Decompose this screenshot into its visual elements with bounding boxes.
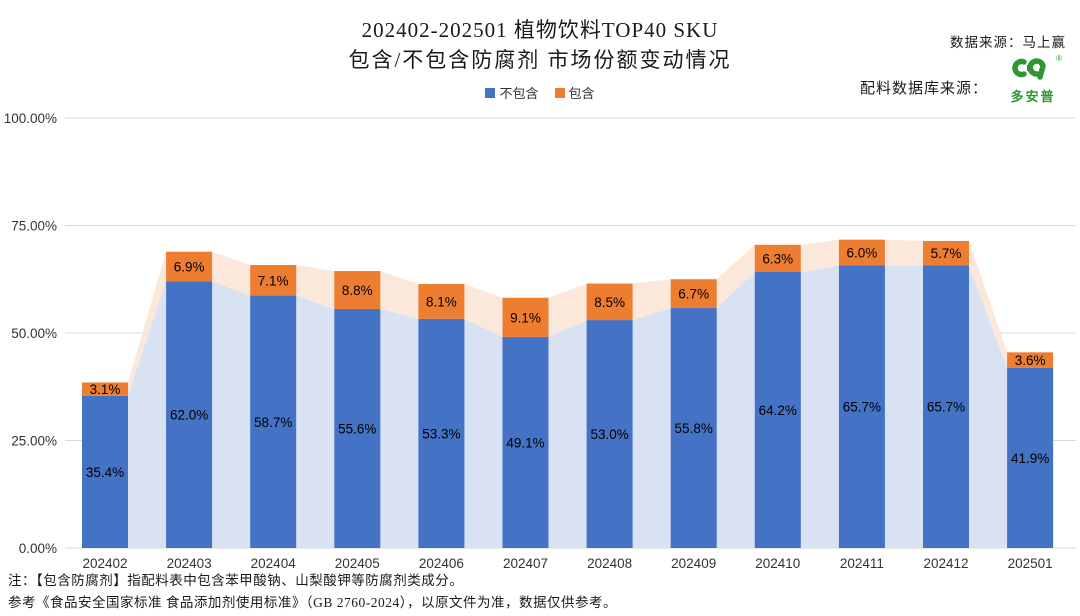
data-label-preservative: 6.3% xyxy=(762,251,793,266)
data-label-preservative: 7.1% xyxy=(258,273,289,288)
duoanpu-logo: ® 多安普 xyxy=(998,54,1068,105)
x-axis-tick-label: 202407 xyxy=(503,556,548,571)
legend-swatch-orange xyxy=(554,87,565,98)
bar-segment-preservative xyxy=(838,239,885,266)
ingredient-db-source-label: 配料数据库来源： xyxy=(859,81,988,97)
legend-item-no-preservative: 不包含 xyxy=(485,83,539,102)
bar-segment-preservative xyxy=(418,283,465,319)
y-axis-tick-label: 0.00% xyxy=(19,541,57,556)
x-axis-tick-label: 202402 xyxy=(82,556,127,571)
bar-segment-no-preservative xyxy=(586,320,633,548)
data-label-preservative: 8.5% xyxy=(594,295,625,310)
data-label-no-preservative: 49.1% xyxy=(506,435,544,450)
data-label-no-preservative: 53.0% xyxy=(590,427,628,442)
bar-segment-no-preservative xyxy=(754,271,801,548)
data-label-preservative: 6.9% xyxy=(174,260,205,275)
x-axis-tick-label: 202405 xyxy=(335,556,380,571)
data-label-no-preservative: 58.7% xyxy=(254,415,292,430)
data-label-preservative: 8.8% xyxy=(342,283,373,298)
data-source-text: 数据来源：马上赢 xyxy=(950,35,1066,50)
bar-segment-preservative xyxy=(166,251,213,282)
legend: 不包含 包含 xyxy=(0,83,1080,102)
logo-brand-text: 多安普 xyxy=(1010,89,1056,104)
bar-segment-preservative xyxy=(82,382,128,396)
x-axis-tick-label: 202412 xyxy=(923,556,968,571)
bar-segment-preservative xyxy=(670,279,717,309)
bar-segment-no-preservative xyxy=(838,265,885,548)
x-axis-tick-label: 202408 xyxy=(587,556,632,571)
footnote-line1: 注：【包含防腐剂】指配料表中包含苯甲酸钠、山梨酸钾等防腐剂类成分。 xyxy=(8,573,464,588)
y-axis-tick-label: 25.00% xyxy=(11,434,57,449)
bar-segment-no-preservative xyxy=(166,281,213,548)
bar-segment-no-preservative xyxy=(418,318,465,548)
x-axis-tick-label: 202411 xyxy=(840,556,884,571)
data-label-no-preservative: 62.0% xyxy=(170,408,208,423)
x-axis-tick-label: 202403 xyxy=(167,556,212,571)
bar-segment-no-preservative xyxy=(1007,367,1054,548)
legend-item-preservative: 包含 xyxy=(554,83,595,102)
y-axis-tick-label: 75.00% xyxy=(11,219,57,234)
data-label-preservative: 6.0% xyxy=(847,246,878,261)
y-axis-tick-label: 50.00% xyxy=(11,326,57,341)
bar-segment-preservative xyxy=(923,240,969,266)
x-axis-tick-label: 202409 xyxy=(671,556,716,571)
x-axis-tick-label: 202406 xyxy=(419,556,464,571)
data-label-no-preservative: 53.3% xyxy=(422,426,460,441)
y-axis-tick-label: 100.00% xyxy=(4,111,57,126)
bar-segment-preservative xyxy=(1007,352,1054,368)
data-label-preservative: 5.7% xyxy=(931,246,962,261)
footnote-line2: 参考《食品安全国家标准 食品添加剂使用标准》（GB 2760-2024），以原文… xyxy=(8,595,617,610)
legend-label-preservative: 包含 xyxy=(568,86,595,101)
data-label-preservative: 9.1% xyxy=(510,310,541,325)
data-label-no-preservative: 55.6% xyxy=(338,421,376,436)
data-label-no-preservative: 64.2% xyxy=(759,403,797,418)
chart-title-line1: 202402-202501 植物饮料TOP40 SKU xyxy=(361,18,719,42)
data-label-no-preservative: 65.7% xyxy=(843,400,881,415)
data-label-no-preservative: 35.4% xyxy=(86,465,124,480)
bar-segment-preservative xyxy=(502,297,549,337)
data-label-preservative: 3.1% xyxy=(90,382,121,397)
data-label-preservative: 3.6% xyxy=(1015,353,1046,368)
data-label-preservative: 8.1% xyxy=(426,294,457,309)
data-label-no-preservative: 65.7% xyxy=(927,400,965,415)
data-label-no-preservative: 41.9% xyxy=(1011,451,1049,466)
legend-swatch-blue xyxy=(485,87,496,98)
area-preservative xyxy=(82,239,1054,396)
x-axis-tick-label: 202410 xyxy=(755,556,800,571)
x-axis-tick-label: 202404 xyxy=(251,556,297,571)
bar-segment-no-preservative xyxy=(334,308,381,548)
data-label-no-preservative: 55.8% xyxy=(675,421,713,436)
legend-label-no-preservative: 不包含 xyxy=(499,86,539,101)
bar-segment-preservative xyxy=(586,283,633,321)
bar-segment-preservative xyxy=(754,244,801,272)
bar-segment-no-preservative xyxy=(250,295,297,548)
bar-segment-preservative xyxy=(334,271,381,309)
chart-title-line2: 包含/不包含防腐剂 市场份额变动情况 xyxy=(348,48,732,72)
bar-segment-no-preservative xyxy=(923,265,969,548)
data-label-preservative: 6.7% xyxy=(678,287,709,302)
bar-segment-no-preservative xyxy=(502,336,549,548)
x-axis-tick-label: 202501 xyxy=(1008,556,1053,571)
bar-segment-no-preservative xyxy=(670,308,717,548)
bar-segment-no-preservative xyxy=(82,395,128,548)
duoanpu-logo-icon xyxy=(1012,58,1046,80)
area-no-preservative xyxy=(82,265,1054,548)
registered-mark: ® xyxy=(1056,54,1062,63)
bar-segment-preservative xyxy=(250,265,297,296)
